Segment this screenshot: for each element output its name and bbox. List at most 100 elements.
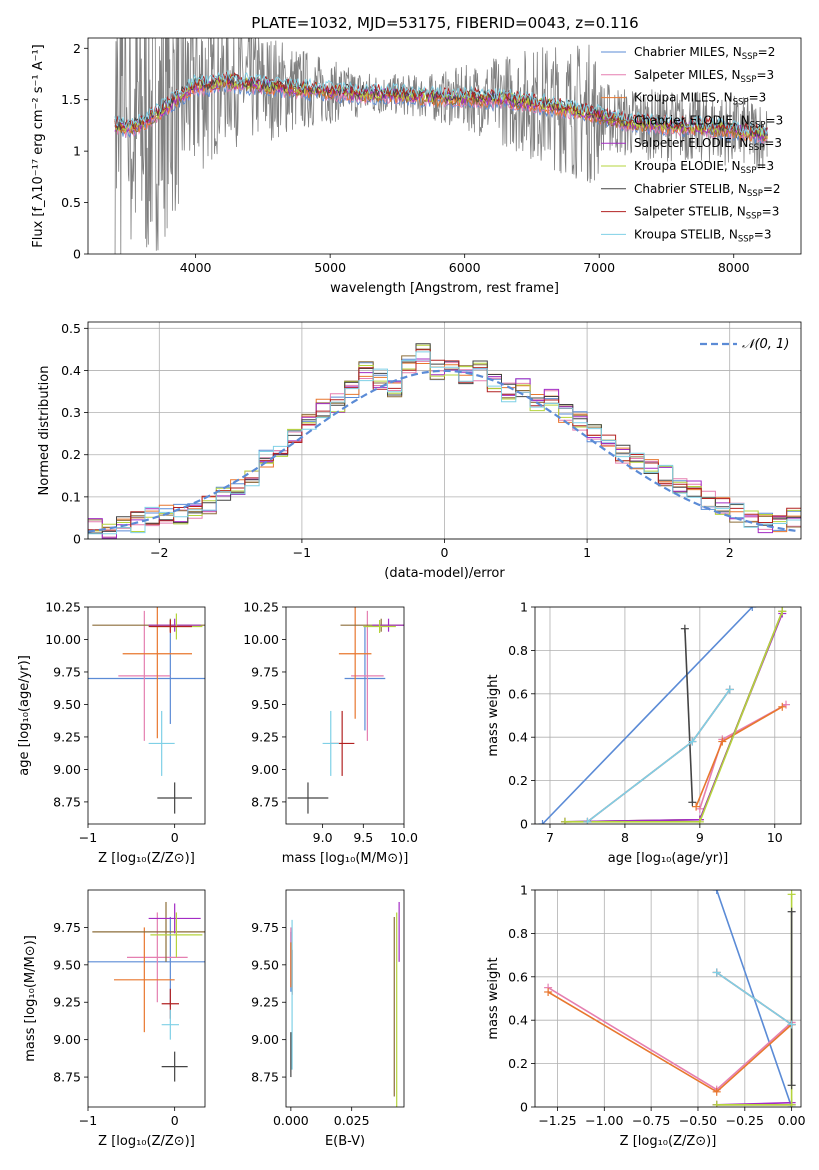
error-bar-point: [148, 619, 192, 633]
y-tick-label: 1: [520, 883, 528, 898]
x-tick-label: 2: [726, 545, 734, 560]
x-tick-label: 0.000: [273, 1113, 309, 1128]
weight-marker: [778, 607, 787, 616]
axes-frame: [534, 606, 802, 825]
plot-area: [287, 607, 404, 814]
y-tick-label: 0.2: [61, 447, 81, 462]
x-tick-label: 10: [767, 830, 783, 845]
plot-area: [88, 343, 801, 539]
error-bar-point: [127, 912, 188, 1003]
y-tick-label: 9.50: [53, 697, 81, 712]
weight-marker: [782, 700, 791, 709]
legend-label-tail: =3: [754, 227, 772, 241]
weight-marker: [712, 890, 721, 894]
y-tick-label: 0: [73, 247, 81, 262]
weight-marker: [787, 907, 796, 916]
x-tick-label: 0: [441, 545, 449, 560]
y-tick-label: 8.75: [251, 794, 279, 809]
chart-spectrum: 4000 5000 6000 7000 8000 0 0.5 1 1.5 2 wavelength …: [31, 37, 802, 296]
x-tick-label: −1: [79, 830, 97, 845]
weight-marker: [712, 968, 721, 977]
legend-label-tail: =2: [758, 45, 776, 59]
y-tick-label: 9.00: [251, 762, 279, 777]
model-spectrum-line: [114, 69, 768, 136]
chart-weight_vs_age: 7 8 9 10 0 0.2 0.4 0.6 0.8 1 age [log₁₀(age/yr)] ma…: [486, 600, 802, 866]
chart-age_vs_Z: −1 0 8.75 9.00 9.25 9.50 9.75 10.00 10.25 Z [log₁…: [17, 600, 206, 866]
legend-label-main: Kroupa MILES, N: [634, 91, 733, 105]
error-bar-point: [351, 610, 384, 741]
y-tick-label: 2: [73, 41, 81, 56]
axes-frame: [87, 37, 802, 255]
x-axis-label: E(B-V): [325, 1134, 365, 1149]
error-bar-point: [372, 618, 404, 632]
weight-marker: [712, 1100, 721, 1107]
x-axis-label: wavelength [Angstrom, rest frame]: [330, 281, 559, 296]
legend-label-tail: =3: [749, 91, 767, 105]
y-tick-label: 1.5: [61, 92, 81, 107]
y-tick-label: 0.6: [508, 969, 528, 984]
x-axis-label: mass [log₁₀(M/M⊙)]: [282, 851, 409, 866]
y-tick-label: 9.00: [53, 762, 81, 777]
plot-area: [544, 890, 796, 1107]
plot-area: [290, 901, 400, 1107]
y-tick-label: 9.50: [251, 957, 279, 972]
legend-label-tail: =3: [756, 159, 774, 173]
y-tick-label: 1: [520, 600, 528, 615]
legend-label: Chabrier STELIB, NSSP=2: [634, 182, 781, 199]
observed-spectrum-line: [114, 38, 768, 254]
y-tick-label: 9.75: [251, 664, 279, 679]
legend-label-sub: SSP: [747, 189, 763, 199]
y-tick-label: 10.25: [45, 600, 81, 615]
weight-marker: [688, 798, 697, 807]
y-tick-label: 8.75: [53, 794, 81, 809]
chart-weight_vs_Z: −1.25 −1.00 −0.75 −0.50 −0.25 0.00 0 0.2 0.4 0.6 0…: [486, 883, 806, 1150]
x-tick-label: −1: [293, 545, 311, 560]
plot-area: [114, 38, 768, 254]
y-axis-label: mass [log₁₀(M/M⊙)]: [23, 935, 38, 1062]
y-tick-label: 0.1: [61, 489, 81, 504]
x-axis-label: Z [log₁₀(Z/Z⊙)]: [98, 1134, 195, 1149]
y-tick-label: 9.50: [251, 697, 279, 712]
y-tick-label: 0.5: [61, 195, 81, 210]
x-tick-label: −0.50: [679, 1113, 717, 1128]
legend-label-sub: SSP: [733, 98, 749, 108]
legend-label-main: Salpeter ELODIE, N: [634, 136, 748, 150]
weight-line: [564, 613, 784, 823]
error-bar-point: [338, 607, 372, 719]
x-tick-label: −2: [150, 545, 168, 560]
y-tick-label: 10.00: [243, 632, 279, 647]
y-tick-label: 0.5: [61, 321, 81, 336]
legend-label: Kroupa MILES, NSSP=3: [634, 91, 766, 108]
axes-frame: [87, 606, 206, 825]
weight-line: [699, 703, 787, 810]
x-tick-label: 8: [621, 830, 629, 845]
y-tick-label: 9.50: [53, 957, 81, 972]
legend-label: Chabrier MILES, NSSP=2: [634, 45, 775, 62]
legend-label: Chabrier ELODIE, NSSP=3: [634, 113, 783, 130]
y-tick-label: 0.8: [508, 643, 528, 658]
y-tick-label: 0.8: [508, 926, 528, 941]
legend-label-main: Chabrier MILES, N: [634, 45, 742, 59]
weight-line: [547, 991, 793, 1093]
x-axis-label: Z [log₁₀(Z/Z⊙)]: [620, 1134, 717, 1149]
x-tick-label: −0.75: [632, 1113, 670, 1128]
error-bar-point: [122, 607, 192, 739]
legend-label-main: Chabrier ELODIE, N: [634, 113, 750, 127]
weight-marker: [787, 1020, 796, 1029]
legend-label: Salpeter ELODIE, NSSP=3: [634, 136, 782, 153]
plot-area: [88, 901, 205, 1082]
weight-line: [565, 611, 784, 823]
weight-marker: [778, 702, 787, 711]
y-tick-label: 0: [73, 532, 81, 547]
error-bar-point: [363, 619, 396, 633]
weight-marker: [787, 1081, 796, 1090]
y-tick-label: 9.00: [53, 1032, 81, 1047]
x-tick-label: −1.25: [538, 1113, 576, 1128]
weight-line: [716, 971, 793, 1026]
weight-marker: [787, 890, 796, 899]
legend-label: Salpeter MILES, NSSP=3: [634, 68, 774, 85]
weight-marker: [695, 817, 704, 824]
figure-title: PLATE=1032, MJD=53175, FIBERID=0043, z=0…: [251, 14, 638, 32]
y-tick-label: 10.00: [45, 632, 81, 647]
